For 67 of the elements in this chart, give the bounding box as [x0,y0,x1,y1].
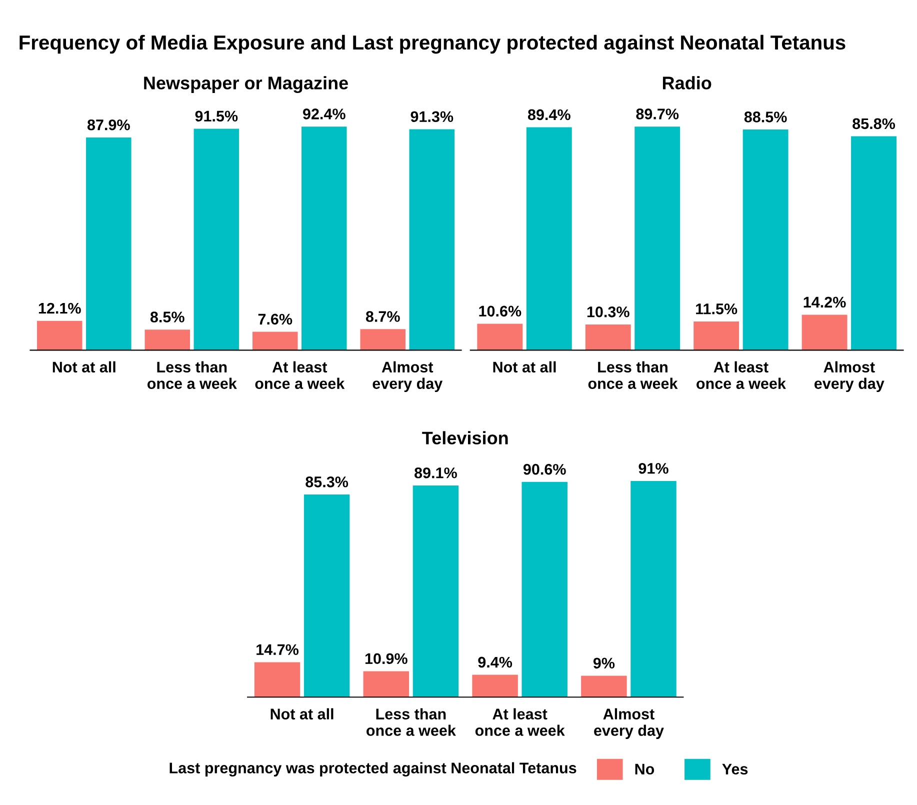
x-tick-label: Not at all [52,361,116,373]
data-label: 87.9% [87,119,130,130]
data-label: 7.6% [258,314,292,325]
bar [363,671,410,698]
bar [412,485,459,698]
bar [585,324,631,350]
data-label: 92.4% [303,108,346,120]
x-tick-label: Less than once a week [147,361,237,389]
bar [634,126,680,350]
x-tick-label: Less than once a week [588,361,678,389]
data-label: 90.6% [523,464,566,475]
data-label: 85.3% [306,476,348,488]
data-label: 11.5% [696,304,738,314]
bar [409,129,455,350]
x-tick-label: At least once a week [696,361,786,389]
bar [526,127,572,350]
data-label: 10.9% [365,653,408,664]
data-label: 91.5% [195,110,238,122]
x-tick-label: At least once a week [255,361,345,389]
x-tick-label: Almost every day [594,708,664,739]
data-label: 14.2% [804,296,846,308]
legend-label: Yes [722,764,748,775]
data-label: 8.7% [366,311,400,322]
bar [304,494,350,698]
data-label: 9% [593,658,615,669]
data-label: 88.5% [744,112,787,122]
bar [472,674,518,698]
bar [581,676,627,698]
chart-title: Newspaper or Magazine [144,76,348,94]
text: Frequency of Media Exposure and Last pregnancy protected against Neonatal Tetanus [20,34,846,54]
data-label: 89.4% [528,109,570,120]
data-label: 12.1% [38,302,81,314]
bar [630,480,676,698]
bar [86,137,132,350]
bar [851,136,896,350]
x-tick-label: Almost every day [372,361,443,392]
chart-title: Radio [662,76,712,90]
legend-title: Last pregnancy was protected against Neonatal Tetanus [170,762,576,777]
bar [252,332,298,350]
bar [360,329,406,350]
bar [477,324,523,350]
x-tick-label: Less than once a week [366,708,456,736]
x-tick-label: At least once a week [475,708,565,736]
data-label: 14.7% [256,644,299,655]
bar [302,126,347,350]
bar [742,130,788,350]
data-label: 9.4% [478,656,512,668]
data-label: 91% [638,462,668,474]
bar [522,482,568,698]
data-label: 89.7% [636,108,679,120]
x-tick-label: Not at all [270,708,334,720]
legend-label: No [635,764,654,775]
data-label: 8.5% [150,312,184,322]
x-tick-label: Almost every day [814,361,884,392]
bar [694,322,740,350]
bar [144,330,190,350]
bar [802,314,848,350]
bar [36,320,82,350]
chart-title: Television [422,431,508,444]
data-label: 89.1% [414,467,457,478]
bar [194,128,240,350]
data-label: 10.3% [587,306,630,318]
data-label: 85.8% [852,118,896,130]
data-label: 91.3% [410,111,454,122]
bar [254,662,300,698]
x-tick-label: Not at all [493,361,556,373]
data-label: 10.6% [479,306,522,317]
